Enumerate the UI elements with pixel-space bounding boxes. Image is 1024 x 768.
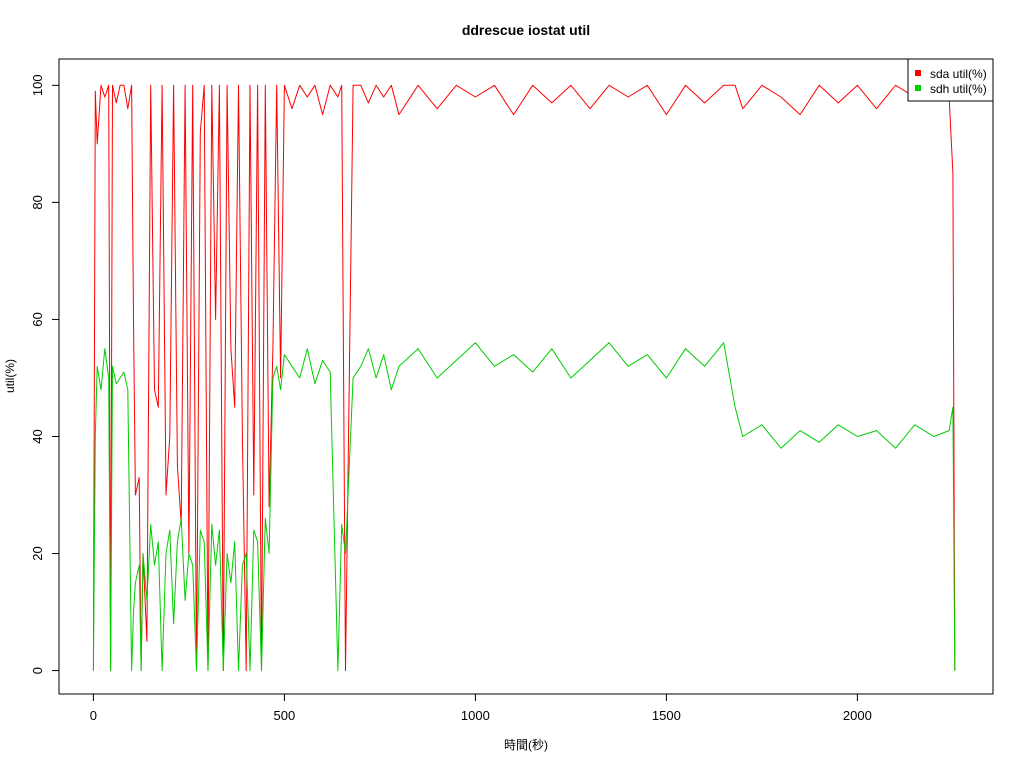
legend-box <box>907 58 994 102</box>
legend-label-sdh: sdh util(%) <box>930 82 987 96</box>
y-axis: 0 20 40 60 80 100 <box>30 74 60 674</box>
x-axis: 0 500 1000 1500 2000 <box>90 693 872 723</box>
y-tick-label: 80 <box>30 195 45 209</box>
y-axis-label: util(%) <box>3 359 17 393</box>
x-tick-label: 0 <box>90 708 97 723</box>
plot-lines <box>92 84 956 672</box>
y-tick-label: 40 <box>30 429 45 443</box>
x-axis-label: 時間(秒) <box>504 738 548 752</box>
x-tick-label: 1500 <box>652 708 681 723</box>
series-line-sdh <box>92 342 956 672</box>
chart-title: ddrescue iostat util <box>462 22 590 38</box>
legend-label-sda: sda util(%) <box>930 67 987 81</box>
legend-swatch-sda <box>915 70 921 76</box>
y-tick-label: 60 <box>30 312 45 326</box>
y-tick-label: 20 <box>30 546 45 560</box>
x-tick-label: 500 <box>274 708 296 723</box>
x-tick-label: 1000 <box>461 708 490 723</box>
plot-frame <box>58 58 994 695</box>
y-tick-label: 0 <box>30 667 45 674</box>
legend-swatch-sdh <box>915 85 921 91</box>
y-tick-label: 100 <box>30 74 45 96</box>
x-tick-label: 2000 <box>843 708 872 723</box>
legend: sda util(%) sdh util(%) <box>907 58 994 102</box>
series-line-sda <box>92 84 956 672</box>
